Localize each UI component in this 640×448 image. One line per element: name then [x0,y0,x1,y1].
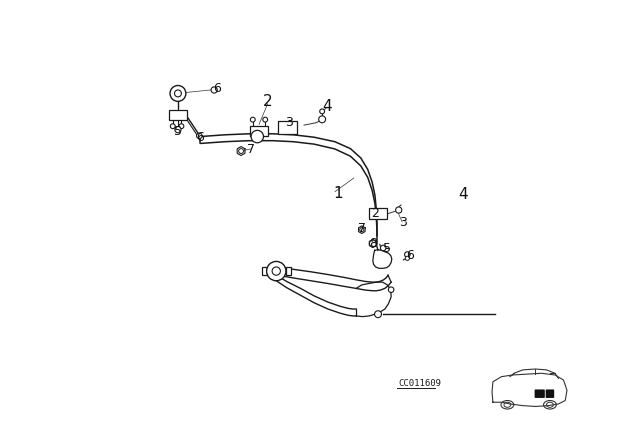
Circle shape [170,86,186,101]
FancyBboxPatch shape [250,125,268,136]
Circle shape [251,130,264,143]
Circle shape [369,240,376,247]
FancyBboxPatch shape [262,267,267,275]
FancyBboxPatch shape [170,110,187,120]
Circle shape [211,87,217,93]
Text: 4: 4 [458,187,468,202]
Circle shape [175,90,181,97]
Circle shape [320,109,324,114]
Text: 7: 7 [248,143,255,156]
FancyBboxPatch shape [546,389,554,398]
Circle shape [374,311,381,318]
Text: 6: 6 [213,82,221,95]
Text: 2: 2 [371,207,379,220]
Circle shape [179,124,184,129]
Circle shape [196,133,202,138]
Circle shape [388,287,394,293]
Text: 6: 6 [196,131,204,144]
FancyBboxPatch shape [369,208,387,220]
Circle shape [404,252,410,257]
FancyBboxPatch shape [278,121,297,134]
Text: 3: 3 [399,215,407,228]
Circle shape [170,124,175,129]
Text: 1: 1 [333,186,343,201]
Circle shape [360,228,364,232]
Circle shape [319,116,326,123]
Text: 6: 6 [406,249,413,262]
Text: 2: 2 [263,94,273,109]
Circle shape [396,207,402,213]
FancyBboxPatch shape [286,267,291,275]
Circle shape [239,149,243,154]
Circle shape [405,256,410,260]
Circle shape [380,245,386,251]
FancyBboxPatch shape [534,389,545,398]
Circle shape [250,117,255,122]
Text: 4: 4 [322,99,332,114]
Circle shape [263,117,268,122]
Circle shape [267,262,286,281]
Circle shape [272,267,280,275]
Text: 5: 5 [383,242,391,255]
Text: CC011609: CC011609 [398,379,441,388]
Text: 5: 5 [174,125,182,138]
Text: 8: 8 [369,237,377,250]
Text: 7: 7 [358,223,367,236]
Circle shape [175,126,181,133]
Text: 3: 3 [285,116,293,129]
